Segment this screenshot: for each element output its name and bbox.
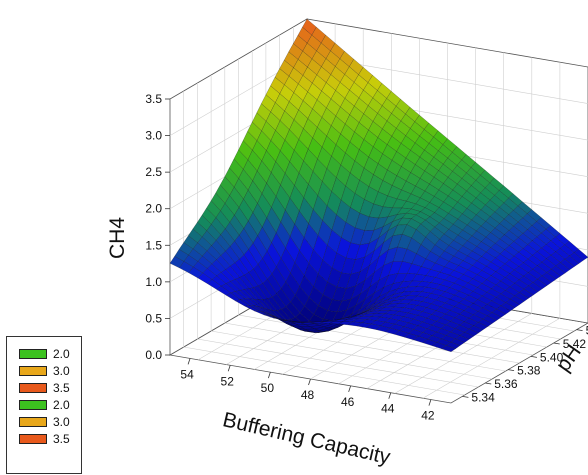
y-tick-mark — [576, 329, 583, 332]
x-tick-label: 48 — [301, 388, 315, 402]
y-tick-label: 5.42 — [563, 337, 587, 351]
legend-item: 2.0 — [7, 345, 81, 362]
grid-line-y — [238, 59, 520, 364]
x-tick-label: 44 — [381, 402, 395, 416]
legend-swatch — [19, 399, 47, 410]
surface-mesh — [169, 18, 588, 352]
x-tick-label: 54 — [180, 367, 194, 381]
legend-item: 3.0 — [7, 413, 81, 430]
z-axis-title: CH4 — [106, 217, 129, 259]
x-axis-title: Buffering Capacity — [220, 408, 392, 469]
y-tick-mark — [462, 395, 469, 398]
x-tick-mark — [267, 372, 271, 379]
y-tick-mark — [508, 369, 515, 372]
y-tick-label: 5.40 — [540, 350, 564, 364]
legend-swatch — [19, 348, 47, 359]
legend-label: 3.5 — [53, 431, 70, 446]
grid-line-y — [210, 75, 493, 380]
z-tick-label: 2.5 — [145, 165, 162, 179]
y-tick-mark — [530, 355, 537, 358]
x-tick-label: 50 — [261, 381, 275, 395]
x-tick-mark — [187, 358, 191, 365]
y-tick-mark — [485, 382, 492, 385]
x-tick-mark — [428, 399, 432, 406]
legend-label: 2.0 — [53, 346, 70, 361]
legend-label: 3.0 — [53, 363, 70, 378]
legend-swatch — [19, 382, 47, 393]
grid-line-x — [394, 57, 533, 394]
legend-label: 2.0 — [53, 397, 70, 412]
z-tick-label: 1.0 — [145, 275, 162, 289]
x-tick-mark — [348, 385, 352, 392]
z-tick-label: 3.5 — [145, 92, 162, 106]
grid-line-x — [422, 62, 561, 399]
legend-label: 3.0 — [53, 414, 70, 429]
z-tick-label: 1.5 — [145, 238, 162, 252]
x-tick-label: 46 — [341, 395, 355, 409]
x-tick-mark — [227, 365, 231, 372]
legend-item: 3.5 — [7, 430, 81, 447]
z-tick-label: 0.0 — [145, 348, 162, 362]
z-tick-label: 0.5 — [145, 311, 162, 325]
x-tick-label: 42 — [421, 409, 435, 423]
grid-line-y — [183, 91, 465, 396]
axis-ticks: 0.0 0.5 1.0 1.5 2.0 2.5 3.0 3.5 54 52 50 48 46 44 42 5.… — [145, 92, 588, 423]
z-tick-label: 3.0 — [145, 129, 162, 143]
z-tick-label: 2.0 — [145, 202, 162, 216]
grid-line-y — [224, 67, 506, 372]
legend-label: 3.5 — [53, 380, 70, 395]
x-tick-label: 52 — [221, 374, 235, 388]
legend-item: 3.5 — [7, 379, 81, 396]
y-tick-label: 5.36 — [494, 377, 518, 391]
x-tick-mark — [308, 378, 311, 386]
y-tick-label: 5.38 — [517, 364, 541, 378]
legend-swatch — [19, 416, 47, 427]
surface-facet — [441, 345, 456, 352]
y-tick-label: 5.34 — [471, 390, 495, 404]
legend-item: 3.0 — [7, 362, 81, 379]
legend-swatch — [19, 365, 47, 376]
grid-line-y — [197, 83, 479, 388]
legend-swatch — [19, 433, 47, 444]
x-tick-mark — [388, 392, 392, 399]
color-legend: 2.0 3.0 3.5 2.0 3.0 3.5 — [6, 336, 82, 474]
legend-item: 2.0 — [7, 396, 81, 413]
y-tick-label: 5.44 — [586, 324, 588, 338]
y-tick-mark — [553, 342, 560, 345]
